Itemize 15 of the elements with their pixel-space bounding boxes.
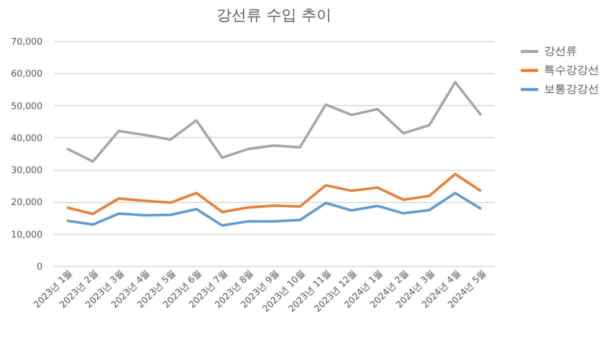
chart-title: 강선류 수입 추이 [216,6,332,24]
y-tick-label: 20,000 [11,198,43,208]
y-tick-label: 50,000 [11,102,43,112]
y-tick-label: 60,000 [11,70,43,80]
legend-label: 강선류 [544,44,577,58]
y-tick-label: 30,000 [11,166,43,176]
y-tick-label: 10,000 [11,230,43,240]
legend-label: 보통강강선 [544,82,599,96]
legend-label: 특수강강선 [544,64,599,76]
line-series [66,80,482,163]
line-series [66,172,482,216]
y-tick-label: 0 [36,262,43,272]
y-tick-label: 70,000 [11,38,43,48]
line-series [66,192,482,227]
y-tick-label: 40,000 [11,134,43,144]
